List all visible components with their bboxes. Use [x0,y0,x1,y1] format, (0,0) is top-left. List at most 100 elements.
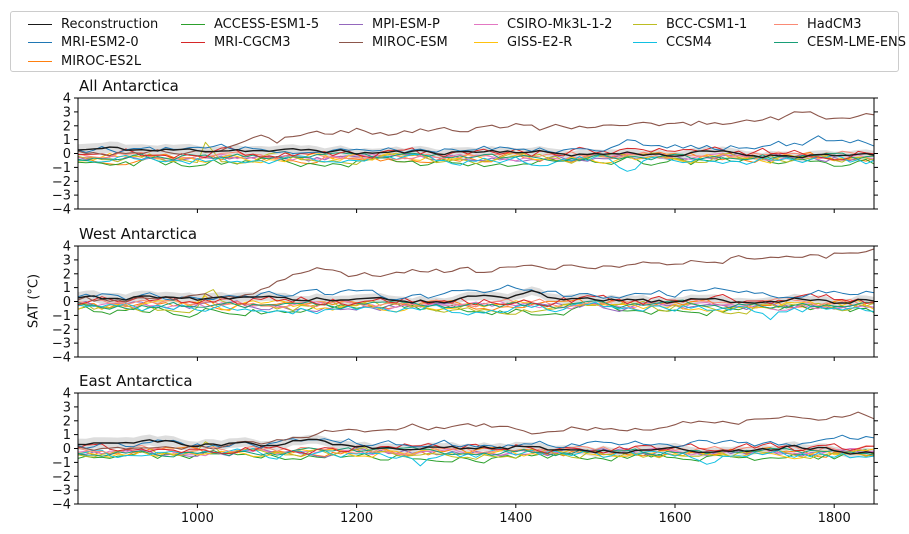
legend-label: BCC-CSM1-1 [666,16,748,32]
panel-title-east: East Antarctica [79,372,193,390]
legend-item: HadCM3 [774,15,906,34]
y-tick-label: −2 [52,175,71,190]
y-tick-label: −3 [52,189,71,204]
legend-label: CESM-LME-ENS [807,35,907,51]
legend-swatch-ACCESS-ESM1-5 [181,23,205,25]
legend-label: CSIRO-Mk3L-1-2 [507,16,613,32]
y-tick-label: −4 [52,351,71,366]
legend-swatch-MPI-ESM-P [339,23,363,25]
legend-column: Reconstruction MRI-ESM2-0 MIROC-ES2L [28,15,158,71]
legend-item: ACCESS-ESM1-5 [181,15,319,34]
legend-label: GISS-E2-R [507,35,573,51]
y-tick-label: −1 [52,161,71,176]
y-tick-label: −4 [52,203,71,218]
legend-item: MIROC-ESM [339,34,448,53]
line-Reconstruction-p2 [78,438,874,455]
line-BCC-CSM1-1-p0 [78,141,874,165]
y-tick-label: 2 [63,414,71,429]
legend-swatch-MRI-ESM2-0 [28,42,52,44]
y-tick-label: 3 [63,105,71,120]
legend-swatch-MRI-CGCM3 [181,42,205,44]
line-HadCM3-p2 [78,445,874,455]
line-MRI-ESM2-0-p0 [78,135,874,154]
line-CESM-LME-ENS-p0 [78,152,874,162]
y-tick-label: −4 [52,498,71,513]
y-tick-label: −1 [52,309,71,324]
legend-item: GISS-E2-R [474,34,612,53]
x-tick-label: 1200 [340,511,373,526]
line-CESM-LME-ENS-p1 [78,299,874,311]
legend-swatch-CSIRO-Mk3L-1-2 [474,23,498,25]
legend-swatch-CESM-LME-ENS [774,42,798,44]
legend-label: MPI-ESM-P [372,16,440,32]
y-tick-label: 0 [63,295,71,310]
x-tick-label: 1800 [818,511,851,526]
legend-item: CCSM4 [633,34,747,53]
y-tick-label: 1 [63,133,71,148]
legend-swatch-MIROC-ES2L [28,60,52,62]
y-tick-label: 0 [63,147,71,162]
legend-column: BCC-CSM1-1 CCSM4 [633,15,747,52]
line-CCSM4-p0 [78,153,874,172]
legend-swatch-Reconstruction [28,23,52,25]
legend-item: CESM-LME-ENS [774,34,906,53]
legend: Reconstruction MRI-ESM2-0 MIROC-ES2L ACCESS… [10,11,906,72]
line-MIROC-ESM-p2 [78,411,874,451]
line-MRI-CGCM3-p0 [78,146,874,161]
x-tick-label: 1600 [658,511,691,526]
x-tick-label: 1400 [499,511,532,526]
y-tick-label: 2 [63,267,71,282]
legend-item: MRI-CGCM3 [181,34,319,53]
y-tick-label: −2 [52,323,71,338]
line-MRI-ESM2-0-p1 [78,284,874,301]
legend-label: ACCESS-ESM1-5 [214,16,320,32]
y-tick-label: 4 [63,92,71,107]
legend-swatch-HadCM3 [774,23,798,25]
legend-column: MPI-ESM-P MIROC-ESM [339,15,448,52]
legend-item: MIROC-ES2L [28,52,158,71]
legend-label: MIROC-ESM [372,35,448,51]
legend-label: MRI-ESM2-0 [61,35,139,51]
legend-item: Reconstruction [28,15,158,34]
y-tick-label: 1 [63,428,71,443]
legend-label: CCSM4 [666,35,712,51]
y-tick-label: 0 [63,442,71,457]
legend-swatch-MIROC-ESM [339,42,363,44]
legend-item: MRI-ESM2-0 [28,34,158,53]
legend-item: MPI-ESM-P [339,15,448,34]
legend-label: Reconstruction [61,16,159,32]
y-tick-label: −1 [52,456,71,471]
line-BCC-CSM1-1-p1 [78,289,874,315]
legend-label: MRI-CGCM3 [214,35,291,51]
panel-title-west: West Antarctica [79,225,198,243]
legend-column: HadCM3 CESM-LME-ENS [774,15,906,52]
y-tick-label: 3 [63,253,71,268]
y-tick-label: 4 [63,240,71,255]
line-MRI-ESM2-0-p2 [78,434,874,449]
legend-swatch-CCSM4 [633,42,657,44]
y-tick-label: −3 [52,484,71,499]
y-tick-label: 3 [63,400,71,415]
legend-label: MIROC-ES2L [61,53,142,69]
y-axis-label: SAT (°C) [26,273,42,329]
y-tick-label: −3 [52,337,71,352]
y-tick-label: −2 [52,470,71,485]
legend-column: ACCESS-ESM1-5 MRI-CGCM3 [181,15,319,52]
line-MRI-CGCM3-p2 [78,442,874,455]
line-Reconstruction-p0 [78,146,874,159]
x-tick-label: 1000 [181,511,214,526]
panel-title-all: All Antarctica [79,77,179,95]
plot-area-p2 [78,411,874,467]
line-MIROC-ESM-p1 [78,248,874,303]
y-tick-label: 2 [63,119,71,134]
line-CCSM4-p1 [78,301,874,321]
y-tick-label: 1 [63,281,71,296]
legend-item: BCC-CSM1-1 [633,15,747,34]
plot-area-p0 [78,111,874,172]
legend-item: CSIRO-Mk3L-1-2 [474,15,612,34]
legend-column: CSIRO-Mk3L-1-2 GISS-E2-R [474,15,612,52]
legend-label: HadCM3 [807,16,862,32]
legend-swatch-GISS-E2-R [474,42,498,44]
